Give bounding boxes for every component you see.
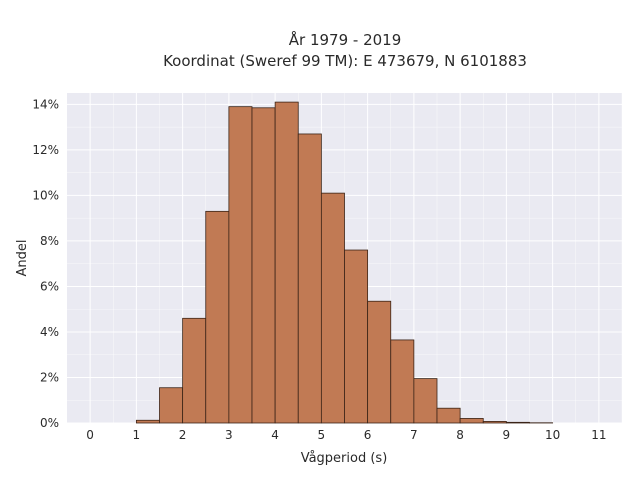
y-tick-label: 10%	[32, 188, 59, 202]
x-tick-label: 3	[225, 428, 233, 442]
x-tick-label: 1	[133, 428, 141, 442]
y-tick-label: 8%	[40, 234, 59, 248]
y-tick-label: 4%	[40, 325, 59, 339]
histogram-bar	[413, 378, 438, 424]
histogram-bars	[135, 101, 554, 424]
x-tick-label: 4	[271, 428, 279, 442]
chart-title-line2: Koordinat (Sweref 99 TM): E 473679, N 61…	[163, 52, 527, 70]
histogram-bar	[320, 192, 345, 424]
histogram-bar	[436, 407, 461, 424]
x-axis-ticks: 0 1 2 3 4 5 6 7 8 9 10 11	[86, 428, 606, 442]
y-axis-ticks: 0% 2% 4% 6% 8% 10% 12% 14%	[32, 97, 59, 430]
x-tick-label: 9	[503, 428, 511, 442]
histogram-bar	[505, 421, 530, 424]
x-tick-label: 0	[86, 428, 94, 442]
histogram-bar	[459, 418, 484, 424]
histogram-bar	[228, 106, 253, 424]
histogram-bar	[297, 133, 322, 424]
x-tick-label: 8	[456, 428, 464, 442]
histogram-bar	[251, 107, 276, 424]
y-tick-label: 6%	[40, 279, 59, 293]
histogram-bar	[344, 249, 369, 424]
histogram-bar	[482, 421, 507, 424]
y-tick-label: 0%	[40, 416, 59, 430]
x-tick-label: 2	[179, 428, 187, 442]
histogram-bar	[367, 300, 392, 424]
histogram-bar	[135, 419, 160, 424]
histogram-bar	[182, 317, 207, 424]
y-tick-label: 2%	[40, 370, 59, 384]
histogram-bar	[159, 387, 184, 424]
histogram-bar	[390, 339, 415, 424]
x-tick-label: 6	[364, 428, 372, 442]
x-tick-label: 10	[545, 428, 560, 442]
y-tick-label: 12%	[32, 143, 59, 157]
y-axis-label: Andel	[15, 240, 30, 277]
histogram-bar	[274, 101, 299, 424]
chart-title-line1: År 1979 - 2019	[289, 30, 402, 49]
x-axis-label: Vågperiod (s)	[301, 451, 388, 466]
y-tick-label: 14%	[32, 97, 59, 111]
x-tick-label: 5	[318, 428, 326, 442]
x-tick-label: 7	[410, 428, 418, 442]
x-tick-label: 11	[591, 428, 606, 442]
histogram-bar	[205, 210, 230, 424]
